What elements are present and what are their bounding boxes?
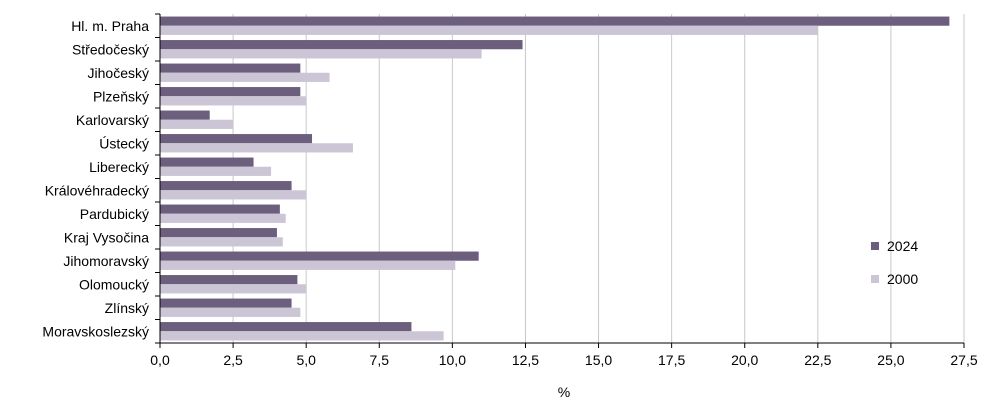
labels: 0,0 2,5 5,0 7,5 10,0 12,5 15,0 17,5 20,0 22,5 25,0… bbox=[42, 18, 977, 368]
bar-2000 bbox=[160, 213, 286, 223]
bar-2000 bbox=[160, 25, 818, 35]
x-tick-label: 0,0 bbox=[150, 352, 170, 368]
category-label: Středočeský bbox=[72, 41, 149, 57]
category-label: Kraj Vysočina bbox=[64, 229, 149, 245]
category-label: Královéhradecký bbox=[45, 182, 149, 198]
bar-2000 bbox=[160, 166, 272, 176]
bar-2000 bbox=[160, 284, 307, 294]
category-label: Pardubický bbox=[80, 206, 149, 222]
x-tick-label: 27,5 bbox=[950, 352, 977, 368]
bar-2024 bbox=[160, 275, 298, 285]
x-tick-label: 17,5 bbox=[658, 352, 685, 368]
bar-2024 bbox=[160, 110, 210, 120]
bar-2000 bbox=[160, 143, 353, 153]
x-tick-label: 12,5 bbox=[512, 352, 539, 368]
bar-2000 bbox=[160, 72, 330, 82]
bar-2024 bbox=[160, 181, 292, 191]
bars bbox=[160, 16, 950, 341]
bar-2000 bbox=[160, 260, 456, 270]
bar-2024 bbox=[160, 298, 292, 308]
axes bbox=[155, 13, 965, 348]
bar-2024 bbox=[160, 157, 254, 167]
category-label: Jihočeský bbox=[88, 65, 149, 81]
legend: 2024 2000 bbox=[871, 238, 918, 287]
bar-2024 bbox=[160, 251, 479, 261]
bar-2000 bbox=[160, 119, 234, 129]
gridlines bbox=[232, 14, 965, 343]
category-label: Jihomoravský bbox=[63, 253, 149, 269]
category-label: Moravskoslezský bbox=[42, 323, 149, 339]
legend-swatch-2000 bbox=[871, 275, 879, 283]
bar-2000 bbox=[160, 190, 307, 200]
category-label: Olomoucký bbox=[79, 276, 149, 292]
x-tick-label: 25,0 bbox=[877, 352, 904, 368]
category-label: Ústecký bbox=[99, 135, 149, 151]
bar-2024 bbox=[160, 204, 280, 214]
x-tick-label: 10,0 bbox=[439, 352, 466, 368]
category-label: Plzeňský bbox=[93, 88, 149, 104]
bar-2000 bbox=[160, 307, 301, 317]
category-label: Zlínský bbox=[105, 300, 149, 316]
bar-2000 bbox=[160, 49, 482, 59]
legend-swatch-2024 bbox=[871, 242, 879, 250]
category-label: Liberecký bbox=[89, 159, 149, 175]
x-tick-label: 5,0 bbox=[296, 352, 316, 368]
bar-2000 bbox=[160, 237, 283, 247]
bar-2024 bbox=[160, 87, 301, 97]
x-tick-label: 15,0 bbox=[585, 352, 612, 368]
x-tick-label: 2,5 bbox=[223, 352, 243, 368]
bar-2024 bbox=[160, 322, 412, 332]
legend-label-2024: 2024 bbox=[887, 238, 918, 254]
x-tick-label: 22,5 bbox=[804, 352, 831, 368]
bar-2024 bbox=[160, 63, 301, 73]
bar-2024 bbox=[160, 228, 277, 238]
x-axis-title: % bbox=[558, 384, 570, 400]
x-tick-label: 20,0 bbox=[731, 352, 758, 368]
legend-label-2000: 2000 bbox=[887, 271, 918, 287]
bar-2024 bbox=[160, 134, 313, 144]
x-tick-label: 7,5 bbox=[370, 352, 390, 368]
category-label: Hl. m. Praha bbox=[71, 18, 149, 34]
bar-2000 bbox=[160, 331, 444, 341]
bar-2024 bbox=[160, 40, 523, 50]
category-label: Karlovarský bbox=[76, 112, 149, 128]
bar-2000 bbox=[160, 96, 307, 106]
bar-2024 bbox=[160, 16, 950, 26]
